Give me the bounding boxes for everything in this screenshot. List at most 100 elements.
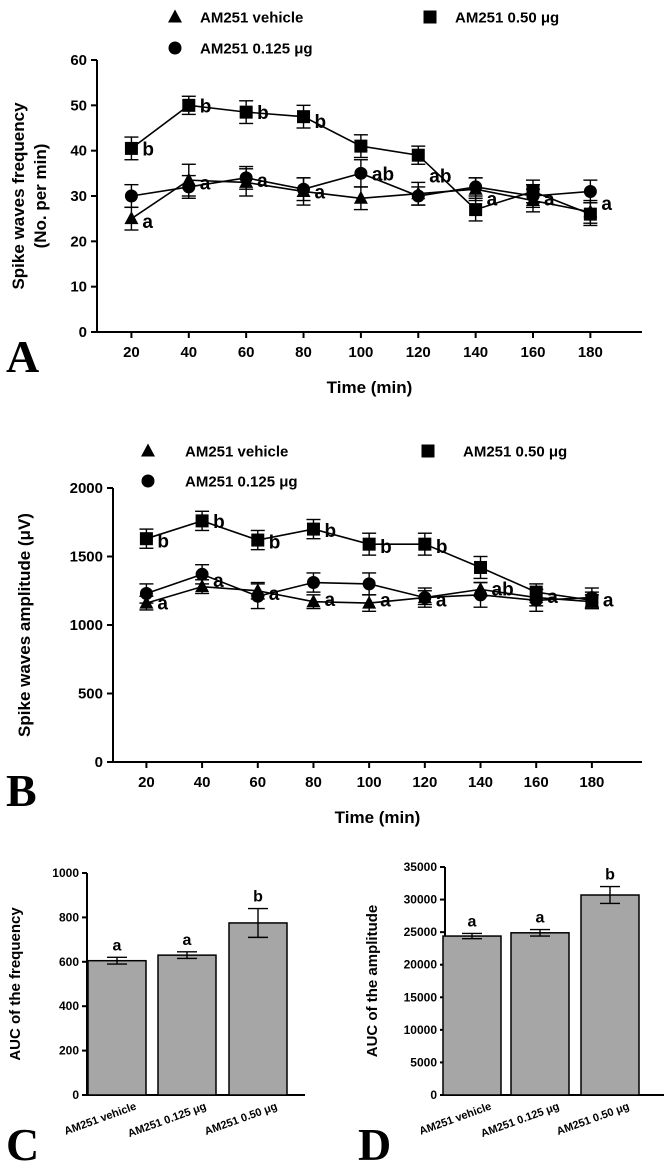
- x-tick-label: 80: [305, 774, 322, 791]
- significance-label: a: [536, 910, 545, 927]
- x-tick-label: 40: [180, 344, 197, 361]
- data-point-triangle: [195, 579, 210, 593]
- panel-c-frequency-auc-chart: 0 200 400 600 800 1000 AUC of the frequency a AM…: [6, 866, 305, 1168]
- significance-label: a: [487, 189, 498, 210]
- data-point-square: [418, 537, 432, 551]
- data-point-square: [411, 148, 425, 162]
- y-tick-label: 25000: [404, 925, 438, 939]
- y-tick-label: 20000: [404, 958, 438, 972]
- legend-marker-triangle: [141, 443, 155, 457]
- data-point-square: [474, 560, 488, 574]
- data-point-circle: [182, 180, 196, 194]
- data-point-square: [306, 522, 320, 536]
- y-tick-label: 50: [70, 97, 87, 114]
- panel-letter: A: [6, 331, 39, 382]
- significance-label: a: [113, 937, 122, 954]
- y-tick-label: 35000: [404, 860, 438, 874]
- x-tick-label: 40: [194, 774, 211, 791]
- significance-label: a: [157, 593, 168, 614]
- significance-label: b: [315, 112, 327, 133]
- data-point-circle: [139, 586, 153, 600]
- y-axis-title: AUC of the amplitude: [364, 905, 381, 1058]
- data-point-triangle: [353, 190, 368, 204]
- significance-label: b: [200, 96, 212, 117]
- y-tick-label: 30000: [404, 893, 438, 907]
- x-tick-label: 120: [406, 344, 431, 361]
- data-point-square: [362, 537, 376, 551]
- data-point-circle: [362, 577, 376, 591]
- x-tick-label: 160: [520, 344, 545, 361]
- y-tick-label: 5000: [410, 1055, 437, 1069]
- significance-label: b: [380, 537, 392, 558]
- bar: [580, 894, 640, 1096]
- y-tick-label: 15000: [404, 990, 438, 1004]
- legend-label: AM251 0.50 μg: [455, 10, 559, 27]
- bar: [87, 959, 147, 1096]
- data-point-circle: [297, 182, 311, 196]
- bar: [157, 954, 217, 1096]
- significance-label: a: [183, 932, 192, 949]
- y-tick-label: 10000: [404, 1023, 438, 1037]
- x-tick-label: 20: [123, 344, 140, 361]
- legend-marker-circle: [141, 474, 155, 488]
- significance-label: a: [257, 171, 268, 192]
- significance-label: a: [315, 182, 326, 203]
- y-tick-label: 200: [59, 1044, 79, 1058]
- y-tick-label: 2000: [70, 480, 103, 497]
- y-tick-label: 0: [72, 1088, 79, 1102]
- data-point-square: [297, 110, 311, 124]
- bar: [442, 935, 502, 1096]
- y-tick-label: 1500: [70, 549, 103, 566]
- panel-d-amplitude-auc-chart: 0 5000 10000 15000 20000 25000 30000 35000 AUC o…: [358, 860, 664, 1168]
- significance-label: a: [380, 591, 391, 612]
- data-point-circle: [195, 567, 209, 581]
- significance-label: ab: [372, 164, 394, 185]
- y-tick-label: 800: [59, 910, 79, 924]
- data-point-circle: [474, 588, 488, 602]
- y-tick-label: 60: [70, 52, 87, 69]
- x-tick-label: 100: [348, 344, 373, 361]
- x-tick-label: 140: [463, 344, 488, 361]
- significance-label: a: [547, 587, 558, 608]
- legend-label: AM251 vehicle: [185, 444, 288, 461]
- y-tick-label: 10: [70, 279, 87, 296]
- data-point-square: [529, 585, 543, 599]
- panel-a-frequency-chart: 0 10 20 30 40 50 60 20 40 60 80 100 120 140 160 180 Time…: [6, 9, 642, 397]
- significance-label: a: [142, 212, 153, 233]
- data-point-circle: [354, 166, 368, 180]
- panel-letter: B: [6, 765, 37, 816]
- x-tick-label: 60: [238, 344, 255, 361]
- legend-label: AM251 0.125 μg: [200, 41, 313, 58]
- y-tick-label: 1000: [70, 617, 103, 634]
- data-point-square: [251, 533, 265, 547]
- significance-label: b: [213, 512, 225, 533]
- significance-label: ab: [429, 167, 451, 188]
- y-axis-title: Spike waves amplitude (μV): [15, 513, 34, 737]
- x-tick-label: 100: [357, 774, 382, 791]
- panel-b-amplitude-chart: 0 500 1000 1500 2000 20 40 60 80 100 120 140 160 180 T…: [6, 443, 642, 827]
- y-axis-title-line-2: (No. per min): [31, 144, 50, 249]
- significance-label: a: [436, 591, 447, 612]
- bar: [228, 922, 288, 1096]
- category-label: AM251 0.50 μg: [203, 1101, 279, 1138]
- x-tick-label: 180: [578, 344, 603, 361]
- y-tick-label: 600: [59, 955, 79, 969]
- data-point-triangle: [124, 211, 139, 225]
- significance-label: b: [436, 537, 448, 558]
- data-point-circle: [239, 171, 253, 185]
- legend-marker-square: [421, 444, 435, 458]
- data-point-square: [585, 593, 599, 607]
- significance-label: b: [157, 532, 169, 553]
- significance-label: b: [257, 103, 269, 124]
- legend-marker-triangle: [168, 9, 182, 23]
- data-point-square: [182, 98, 196, 112]
- legend-marker-square: [423, 10, 437, 24]
- y-tick-label: 500: [78, 686, 103, 703]
- x-axis-title: Time (min): [335, 808, 421, 827]
- y-axis-title-line-1: Spike waves frequency: [9, 102, 28, 290]
- bar: [510, 932, 570, 1096]
- x-axis-title: Time (min): [327, 378, 413, 397]
- x-tick-label: 140: [468, 774, 493, 791]
- y-tick-label: 30: [70, 188, 87, 205]
